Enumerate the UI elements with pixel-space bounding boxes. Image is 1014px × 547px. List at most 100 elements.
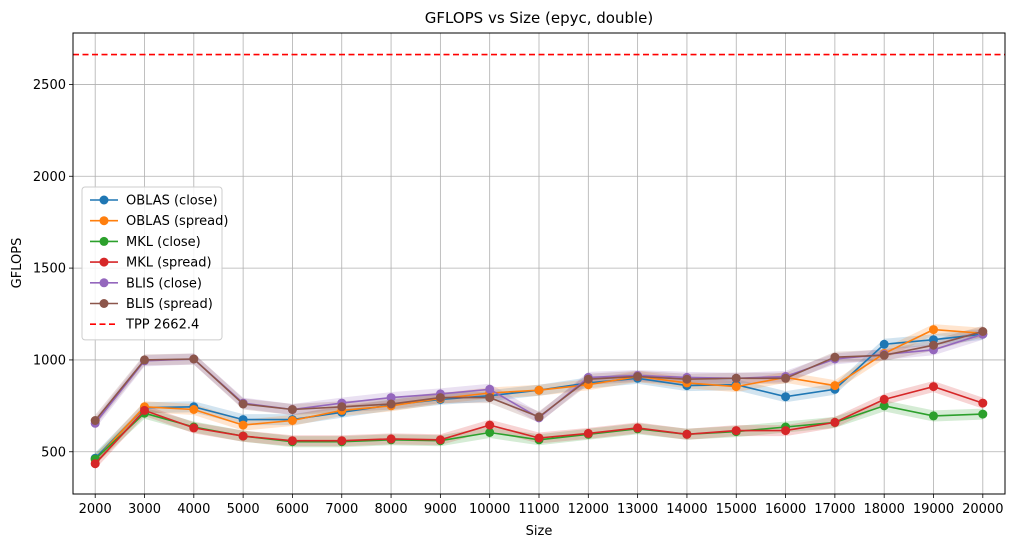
y-tick-label: 1000 bbox=[33, 353, 66, 368]
data-point bbox=[781, 373, 791, 383]
legend-label: BLIS (spread) bbox=[126, 297, 213, 312]
data-point bbox=[879, 394, 889, 404]
y-tick-label: 500 bbox=[41, 445, 66, 460]
x-tick-label: 15000 bbox=[716, 502, 757, 517]
data-point bbox=[386, 434, 396, 444]
series-layer bbox=[90, 325, 988, 469]
data-point bbox=[534, 412, 544, 422]
legend-marker bbox=[99, 299, 109, 308]
data-point bbox=[929, 325, 938, 335]
data-point bbox=[140, 355, 149, 365]
y-tick-label: 2500 bbox=[33, 78, 66, 93]
data-point bbox=[830, 381, 840, 391]
y-axis-title: GFLOPS bbox=[10, 238, 25, 289]
x-tick-label: 2000 bbox=[79, 502, 112, 517]
data-point bbox=[189, 423, 199, 433]
x-tick-label: 19000 bbox=[913, 502, 954, 517]
x-axis-title: Size bbox=[526, 524, 553, 539]
data-point bbox=[682, 374, 692, 384]
legend-item: BLIS (close) bbox=[90, 276, 202, 291]
legend-box bbox=[81, 186, 223, 341]
data-point bbox=[534, 385, 544, 395]
x-tick-label: 4000 bbox=[177, 502, 210, 517]
x-tick-label: 8000 bbox=[375, 502, 408, 517]
data-point bbox=[485, 384, 495, 394]
data-point bbox=[978, 409, 988, 419]
data-point bbox=[583, 374, 593, 384]
data-point bbox=[978, 398, 988, 408]
data-point bbox=[633, 423, 643, 433]
x-tick-label: 7000 bbox=[325, 502, 358, 517]
data-point bbox=[731, 373, 741, 383]
data-point bbox=[337, 436, 347, 446]
chart-title: GFLOPS vs Size (epyc, double) bbox=[425, 9, 653, 27]
data-point bbox=[386, 393, 396, 403]
data-point bbox=[287, 416, 297, 425]
x-tick-label: 3000 bbox=[128, 502, 161, 517]
legend-label: MKL (spread) bbox=[126, 256, 212, 271]
data-point bbox=[485, 428, 495, 437]
x-tick-label: 5000 bbox=[227, 502, 260, 517]
data-point bbox=[583, 428, 593, 438]
series-band bbox=[95, 400, 983, 465]
series-band bbox=[95, 328, 983, 464]
data-point bbox=[90, 459, 100, 469]
data-point bbox=[731, 426, 741, 436]
x-axis-ticks: 2000 3000 4000 5000 6000 7000 8000 9000 10000 110… bbox=[79, 494, 1003, 517]
series bbox=[90, 327, 988, 425]
legend-item: OBLAS (spread) bbox=[90, 214, 228, 229]
x-tick-label: 11000 bbox=[518, 502, 559, 517]
x-tick-label: 12000 bbox=[568, 502, 609, 517]
data-point bbox=[287, 405, 297, 414]
y-tick-label: 2000 bbox=[33, 170, 66, 185]
data-point bbox=[879, 401, 889, 411]
data-point bbox=[781, 426, 791, 436]
series-band bbox=[95, 324, 983, 466]
legend-label: MKL (close) bbox=[126, 235, 201, 250]
legend-marker bbox=[99, 278, 109, 288]
x-tick-label: 9000 bbox=[424, 502, 457, 517]
data-point bbox=[978, 327, 988, 336]
x-tick-label: 10000 bbox=[469, 502, 510, 517]
data-point bbox=[485, 420, 495, 430]
data-point bbox=[534, 433, 544, 443]
data-point bbox=[830, 417, 840, 427]
data-point bbox=[337, 402, 347, 412]
data-point bbox=[238, 420, 248, 430]
legend-marker bbox=[99, 216, 109, 226]
legend-item: OBLAS (close) bbox=[90, 194, 218, 209]
data-point bbox=[435, 435, 445, 445]
data-point bbox=[238, 399, 248, 409]
data-point bbox=[287, 436, 297, 446]
series-band bbox=[95, 328, 983, 429]
legend-item: MKL (close) bbox=[90, 235, 201, 250]
x-tick-label: 13000 bbox=[617, 502, 658, 517]
legend-marker bbox=[99, 195, 109, 205]
series bbox=[90, 382, 988, 469]
data-point bbox=[386, 399, 396, 409]
legend-label: OBLAS (close) bbox=[126, 194, 218, 209]
data-point bbox=[682, 429, 692, 439]
data-point bbox=[485, 393, 495, 403]
legend-label: BLIS (close) bbox=[126, 276, 202, 291]
data-point bbox=[189, 354, 199, 364]
legend-marker bbox=[99, 236, 109, 246]
data-point bbox=[731, 382, 741, 392]
x-tick-label: 16000 bbox=[765, 502, 806, 517]
data-point bbox=[189, 405, 199, 414]
legend-item: TPP 2662.4 bbox=[90, 318, 199, 333]
x-tick-label: 17000 bbox=[814, 502, 855, 517]
data-point bbox=[238, 431, 248, 441]
legend-item: MKL (spread) bbox=[90, 256, 212, 271]
legend-item: BLIS (spread) bbox=[90, 297, 213, 312]
legend: OBLAS (close) OBLAS (spread) MKL (close) MK… bbox=[81, 186, 228, 341]
data-point bbox=[929, 411, 938, 421]
x-tick-label: 6000 bbox=[276, 502, 309, 517]
grid-layer bbox=[73, 33, 1005, 494]
data-point bbox=[140, 405, 149, 415]
data-point bbox=[879, 339, 889, 349]
data-point bbox=[929, 340, 938, 350]
y-tick-label: 1500 bbox=[33, 262, 66, 277]
legend-marker bbox=[99, 257, 109, 267]
